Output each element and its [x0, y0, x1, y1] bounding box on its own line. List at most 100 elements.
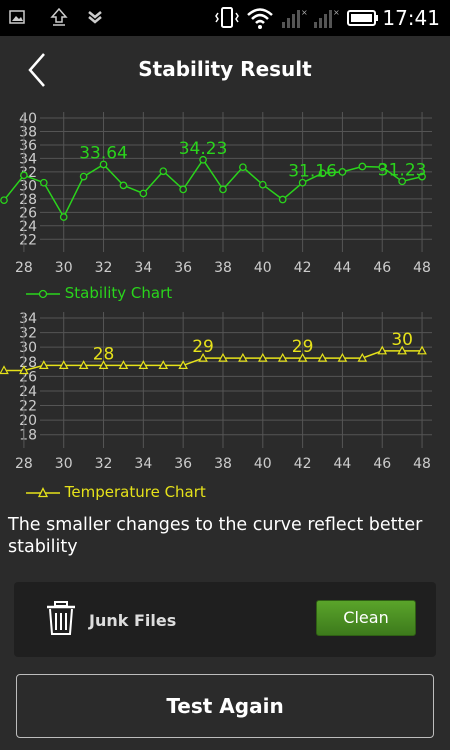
signal-icon: ×	[282, 8, 308, 28]
temperature-data-label: 30	[391, 330, 413, 350]
clean-button[interactable]: Clean	[316, 600, 416, 636]
temperature-point	[257, 352, 268, 362]
temperature-point	[118, 360, 129, 370]
stability-point	[418, 172, 426, 181]
temperature-point	[377, 345, 388, 355]
signal-icon: ×	[314, 8, 340, 28]
stability-point	[0, 196, 8, 205]
stability-x-tick: 30	[55, 260, 73, 276]
temperature-y-tick: 34	[19, 311, 37, 327]
temperature-point	[138, 360, 149, 370]
stability-point	[59, 213, 68, 221]
temperature-data-label: 28	[93, 344, 115, 364]
temperature-point	[198, 352, 208, 362]
test-again-button[interactable]: Test Again	[16, 674, 434, 738]
temperature-x-tick: 48	[413, 456, 431, 472]
temperature-point	[39, 360, 49, 370]
temperature-y-tick: 24	[19, 384, 37, 400]
stability-data-label: 33.64	[79, 143, 128, 163]
stability-point	[179, 185, 188, 194]
temperature-point	[98, 360, 109, 370]
stability-data-label: 31.16	[288, 162, 337, 182]
upload-icon	[50, 7, 68, 26]
stability-point	[358, 162, 367, 171]
temperature-data-label: 29	[192, 337, 214, 357]
temperature-point	[218, 352, 228, 362]
temperature-point	[158, 360, 169, 370]
image-icon	[9, 10, 25, 24]
stability-x-tick: 40	[254, 260, 272, 276]
stability-x-tick: 46	[373, 260, 391, 276]
stability-x-tick: 38	[214, 260, 232, 276]
stability-point	[99, 160, 108, 169]
temperature-y-tick: 18	[19, 428, 37, 444]
app-bar: Stability Result	[0, 36, 450, 106]
temperature-point	[178, 360, 188, 370]
temperature-legend: Temperature Chart	[26, 483, 206, 501]
clock: 17:41	[382, 6, 440, 30]
stability-point	[79, 172, 88, 181]
stability-x-tick: 42	[294, 260, 312, 276]
stability-tip: The smaller changes to the curve reflect…	[8, 515, 423, 557]
svg-text:×: ×	[333, 8, 340, 17]
temperature-point	[317, 352, 328, 362]
vibrate-icon	[215, 7, 239, 28]
temperature-legend-label: Temperature Chart	[64, 483, 206, 501]
stability-point	[338, 168, 347, 176]
svg-text:×: ×	[301, 8, 308, 17]
stability-x-tick: 32	[95, 260, 113, 276]
stability-point	[378, 163, 387, 172]
stability-legend-label: Stability Chart	[64, 284, 173, 302]
temperature-x-tick: 34	[134, 456, 152, 472]
stability-point	[119, 181, 128, 190]
stability-legend-marker	[26, 289, 60, 298]
temperature-point	[277, 352, 288, 362]
temperature-y-tick: 30	[19, 340, 37, 356]
stability-line	[3, 158, 423, 219]
temperature-x-tick: 38	[214, 456, 232, 472]
temperature-y-tick: 32	[19, 326, 37, 342]
temperature-point	[357, 352, 368, 362]
stability-point	[139, 189, 148, 198]
temperature-x-tick: 28	[15, 456, 33, 472]
temperature-point	[58, 360, 69, 370]
page-title: Stability Result	[138, 57, 312, 81]
temperature-y-tick: 22	[19, 399, 37, 415]
temperature-point	[19, 365, 29, 375]
stability-point	[239, 163, 247, 172]
chevron-left-icon[interactable]	[22, 50, 58, 90]
temperature-y-tick: 20	[19, 413, 37, 429]
stability-x-tick: 36	[174, 260, 192, 276]
stability-legend: Stability Chart	[26, 284, 172, 302]
stability-y-tick: 40	[19, 111, 37, 127]
trash-icon	[47, 601, 75, 635]
temperature-point	[78, 360, 89, 370]
temperature-point	[417, 345, 427, 355]
stability-point	[278, 195, 287, 204]
stability-point	[159, 167, 168, 176]
temperature-x-tick: 44	[334, 456, 352, 472]
wifi-icon	[247, 8, 273, 29]
status-bar: × × 17:41	[0, 0, 450, 36]
temperature-x-tick: 42	[294, 456, 312, 472]
temperature-point	[397, 345, 407, 355]
shield-down-icon	[88, 11, 102, 24]
temperature-point	[0, 365, 9, 375]
stability-data-label: 31.23	[378, 160, 427, 180]
stability-x-tick: 48	[413, 260, 431, 276]
temperature-point	[238, 352, 248, 362]
temperature-x-tick: 36	[174, 456, 192, 472]
stability-point	[219, 185, 227, 194]
temperature-x-tick: 32	[95, 456, 113, 472]
stability-x-tick: 44	[334, 260, 352, 276]
stability-data-label: 34.23	[179, 139, 228, 159]
stability-point	[20, 171, 28, 180]
junk-files-label: Junk Files	[89, 611, 177, 630]
battery-icon	[347, 10, 378, 26]
temperature-data-label: 29	[292, 337, 314, 357]
temperature-point	[337, 352, 348, 362]
stability-x-tick: 34	[134, 260, 152, 276]
stability-point	[318, 169, 327, 178]
